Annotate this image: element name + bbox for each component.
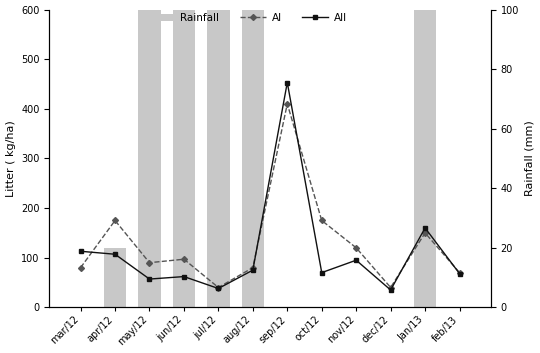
Line: AI: AI — [78, 102, 462, 289]
Bar — [173, 0, 195, 307]
Bar — [104, 248, 126, 307]
AI — [215, 285, 221, 289]
Y-axis label: Rainfall (mm): Rainfall (mm) — [524, 121, 535, 196]
AI — [353, 246, 360, 250]
AI — [77, 265, 84, 270]
Bar — [414, 0, 436, 307]
AI — [181, 257, 187, 261]
Y-axis label: Litter ( kg/ha): Litter ( kg/ha) — [5, 120, 16, 197]
AI — [146, 261, 153, 265]
AII — [284, 80, 291, 85]
AII — [456, 271, 463, 276]
Bar — [207, 0, 230, 307]
AII — [77, 249, 84, 253]
AI — [284, 102, 291, 106]
AII — [146, 277, 153, 281]
AII — [319, 270, 325, 275]
AI — [249, 265, 256, 270]
AII — [112, 252, 118, 256]
AII — [215, 286, 221, 291]
AII — [353, 258, 360, 262]
Bar — [138, 0, 161, 307]
AII — [249, 268, 256, 272]
AI — [456, 270, 463, 275]
Bar — [241, 0, 264, 307]
AI — [112, 219, 118, 223]
AII — [387, 288, 394, 292]
AI — [319, 219, 325, 223]
AI — [387, 285, 394, 289]
AI — [422, 231, 428, 235]
AII — [422, 226, 428, 230]
AII — [181, 275, 187, 279]
Line: AII: AII — [78, 80, 462, 292]
Legend: Rainfall, AI, AII: Rainfall, AI, AII — [145, 9, 351, 27]
